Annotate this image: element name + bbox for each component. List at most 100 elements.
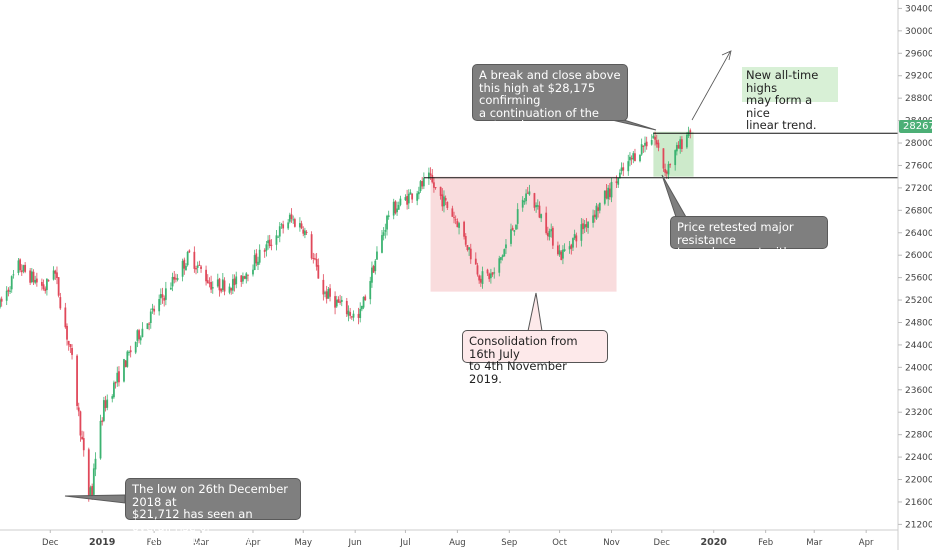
candle-body [562, 249, 564, 259]
candle-body [411, 193, 414, 200]
candle-body [665, 171, 668, 174]
candle-body [503, 249, 506, 257]
candle-body [662, 148, 665, 169]
candle-body [77, 407, 80, 412]
candle-body [270, 244, 273, 246]
candle-body [280, 224, 283, 226]
candle-body [47, 280, 50, 282]
candle-body [129, 350, 132, 353]
candle-body [608, 188, 611, 197]
candle-body [427, 172, 430, 179]
candle-body [396, 208, 398, 213]
candle-body [572, 238, 574, 248]
candle-body [57, 277, 60, 296]
candle-body [277, 236, 280, 238]
time-tick-label: Apr [246, 538, 261, 548]
price-tick-label: 22000.0 [905, 476, 932, 486]
candle-body [464, 236, 467, 245]
candle-body [669, 164, 672, 166]
candle-body [5, 290, 8, 301]
candle-body [99, 420, 102, 459]
candle-body [434, 187, 437, 189]
candle-body [113, 382, 115, 398]
candle-body [305, 231, 308, 233]
price-tick-label: 25600.0 [905, 274, 932, 284]
low-annotation[interactable]: The low on 26th December 2018 at $21,712… [125, 478, 301, 545]
candle-body [515, 224, 517, 230]
trend-arrow-head [721, 50, 732, 61]
candle-body [124, 360, 127, 368]
candle-body [630, 158, 633, 160]
time-tick-label: Feb [758, 538, 773, 548]
candle-body [67, 340, 70, 345]
candle-body [466, 245, 469, 251]
time-tick-label: 2020 [700, 537, 727, 548]
candle-body [230, 288, 233, 291]
candle-body [158, 299, 161, 312]
price-tick-label: 27200.0 [905, 184, 932, 194]
candle-body [22, 265, 25, 272]
candle-body [314, 258, 316, 260]
candle-body [91, 485, 94, 496]
candle-body [568, 246, 571, 250]
candle-body [169, 287, 172, 290]
candle-body [617, 177, 620, 185]
candle-body [164, 288, 167, 300]
candle-body [650, 140, 653, 145]
time-tick-label: Mar [806, 538, 823, 548]
candle-body [454, 219, 457, 221]
candle-body [149, 311, 152, 324]
candle-body [384, 229, 387, 232]
break-annotation[interactable]: A break and close above this high at $28… [472, 64, 628, 131]
candle-body [399, 198, 402, 205]
consolidation-annotation[interactable]: Consolidation from 16th July to 4th Nove… [462, 330, 608, 385]
candle-body [240, 275, 243, 282]
candle-body [359, 308, 362, 319]
candle-body [453, 217, 455, 219]
candle-body [282, 224, 285, 229]
new-highs-annotation[interactable]: New all-time highs may form a nice linea… [742, 67, 838, 131]
candle-body [245, 273, 248, 280]
candle-body [629, 156, 631, 161]
price-axis[interactable]: 21200.0 21600.0 22000.0 22400.0 22800.0 23200… [898, 4, 932, 530]
candle-body [511, 227, 514, 231]
candle-body [488, 273, 491, 280]
candle-body [526, 192, 529, 194]
price-tick-label: 29600.0 [905, 49, 932, 59]
trend-arrow-line [691, 51, 731, 121]
candle-body [275, 235, 278, 245]
time-tick-label: Dec [42, 538, 59, 548]
time-axis[interactable]: Dec 2019 Feb Mar Apr May Jun Jul Aug Sep Oct Nov Dec… [42, 530, 874, 548]
candle-body [210, 281, 212, 290]
horizontal-levels [423, 132, 898, 179]
price-tick-label: 30000.0 [905, 27, 932, 37]
candle-body [233, 278, 236, 286]
candle-body [317, 265, 320, 279]
candle-body [634, 153, 636, 162]
retest-pointer [661, 174, 687, 218]
candle-body [20, 270, 23, 273]
time-tick-label: 2019 [89, 537, 115, 548]
candle-body [582, 223, 584, 230]
candle-body [278, 226, 281, 237]
candle-body [429, 173, 432, 176]
time-tick-label: Sep [501, 538, 517, 548]
candle-body [200, 266, 202, 269]
candle-body [340, 299, 343, 302]
candle-body [680, 139, 683, 149]
candle-body [12, 274, 15, 276]
candle-body [349, 312, 352, 316]
candle-body [56, 272, 58, 279]
candle-body [171, 276, 174, 287]
candle-body [644, 142, 646, 146]
candle-body [315, 258, 318, 267]
candle-body [159, 294, 162, 299]
candlesticks [0, 126, 692, 502]
retest-annotation[interactable]: Price retested major resistance turned s… [670, 216, 828, 271]
candle-body [329, 288, 331, 297]
candle-body [593, 214, 596, 218]
candle-body [360, 305, 363, 310]
candle-body [371, 267, 373, 283]
candle-body [622, 167, 625, 171]
candle-body [679, 139, 682, 149]
